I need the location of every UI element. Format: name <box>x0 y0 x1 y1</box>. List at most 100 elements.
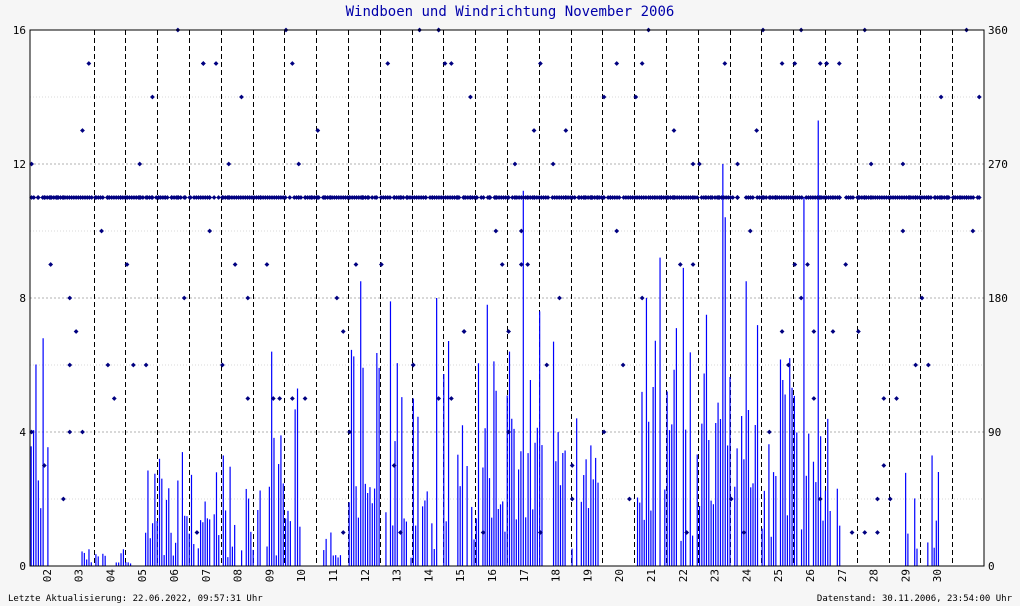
direction-marker <box>499 262 505 267</box>
direction-marker <box>620 362 626 368</box>
direction-markers <box>29 27 982 535</box>
direction-marker <box>512 161 518 167</box>
gust-bars <box>30 120 940 566</box>
direction-marker <box>232 262 238 267</box>
direction-marker <box>80 429 85 435</box>
direction-marker <box>436 396 442 401</box>
x-tick-label: 08 <box>232 569 245 582</box>
direction-marker <box>374 195 380 200</box>
direction-marker <box>928 195 934 200</box>
direction-marker <box>187 195 193 200</box>
direction-marker <box>137 161 143 167</box>
direction-marker <box>219 362 225 368</box>
direction-marker <box>400 195 406 200</box>
direction-marker <box>627 496 632 502</box>
direction-marker <box>550 161 556 167</box>
x-tick-label: 24 <box>740 569 753 583</box>
direction-marker <box>448 396 454 401</box>
direction-marker <box>728 496 734 502</box>
direction-marker <box>747 228 753 234</box>
direction-marker <box>639 61 645 66</box>
x-tick-label: 19 <box>581 569 594 582</box>
x-tick-label: 18 <box>550 569 563 582</box>
direction-marker <box>29 429 34 435</box>
direction-marker <box>67 295 73 301</box>
direction-marker <box>741 530 747 535</box>
direction-marker <box>779 329 785 334</box>
direction-marker <box>824 61 829 66</box>
direction-marker <box>378 262 384 267</box>
direction-marker <box>754 128 760 133</box>
direction-marker <box>60 496 66 502</box>
direction-marker <box>690 161 696 167</box>
direction-marker <box>86 61 92 66</box>
last-update-text: Letzte Aktualisierung: 22.06.2022, 09:57… <box>8 594 263 604</box>
direction-marker <box>518 262 524 267</box>
direction-marker <box>67 362 73 368</box>
x-tick-label: 20 <box>613 569 626 582</box>
direction-marker <box>207 195 213 200</box>
direction-marker <box>506 429 511 435</box>
direction-marker <box>391 463 397 468</box>
direction-marker <box>855 329 861 334</box>
direction-marker <box>481 195 486 200</box>
direction-marker <box>696 161 702 167</box>
y-left-tick-label: 16 <box>13 24 26 37</box>
direction-marker <box>900 161 906 167</box>
direction-marker <box>837 195 843 200</box>
direction-marker <box>282 195 288 200</box>
direction-marker <box>563 128 569 133</box>
direction-marker <box>913 362 919 368</box>
x-tick-label: 03 <box>73 569 86 582</box>
direction-marker <box>149 195 155 200</box>
direction-marker <box>601 195 607 200</box>
direction-marker <box>213 61 219 66</box>
y-left-tick-label: 12 <box>13 158 26 171</box>
direction-marker <box>779 61 785 66</box>
x-tick-label: 27 <box>836 569 849 582</box>
direction-marker <box>557 295 562 301</box>
x-tick-label: 30 <box>931 569 944 582</box>
direction-marker <box>194 530 200 535</box>
direction-marker <box>287 195 293 200</box>
direction-marker <box>182 195 188 200</box>
direction-marker <box>783 195 789 200</box>
direction-marker <box>970 228 976 234</box>
direction-marker <box>531 128 537 133</box>
direction-marker <box>792 262 798 267</box>
direction-marker <box>315 128 321 133</box>
direction-marker <box>387 195 393 200</box>
direction-marker <box>474 195 480 200</box>
y-right-tick-label: 180 <box>988 292 1008 305</box>
x-tick-label: 22 <box>677 569 690 582</box>
direction-marker <box>239 94 244 100</box>
direction-marker <box>677 262 683 267</box>
direction-marker <box>385 61 391 66</box>
direction-marker <box>340 329 346 334</box>
direction-marker <box>296 161 302 167</box>
direction-marker <box>124 262 130 267</box>
direction-marker <box>614 61 620 66</box>
direction-marker <box>830 329 836 334</box>
direction-marker <box>506 329 511 334</box>
direction-marker <box>289 61 295 66</box>
x-tick-label: 11 <box>327 569 340 582</box>
direction-marker <box>975 195 981 200</box>
direction-marker <box>245 396 251 401</box>
direction-marker <box>207 228 213 234</box>
direction-marker <box>616 195 622 200</box>
direction-marker <box>694 195 700 200</box>
direction-marker <box>525 262 531 267</box>
direction-marker <box>48 262 54 267</box>
direction-marker <box>671 128 677 133</box>
direction-marker <box>67 429 73 435</box>
direction-marker <box>601 94 607 100</box>
x-tick-label: 16 <box>486 569 499 582</box>
x-tick-label: 07 <box>200 569 213 582</box>
direction-marker <box>946 195 952 200</box>
direction-marker <box>226 161 232 167</box>
data-state-text: Datenstand: 30.11.2006, 23:54:00 Uhr <box>816 594 1012 604</box>
direction-marker <box>73 329 79 334</box>
direction-marker <box>881 463 887 468</box>
